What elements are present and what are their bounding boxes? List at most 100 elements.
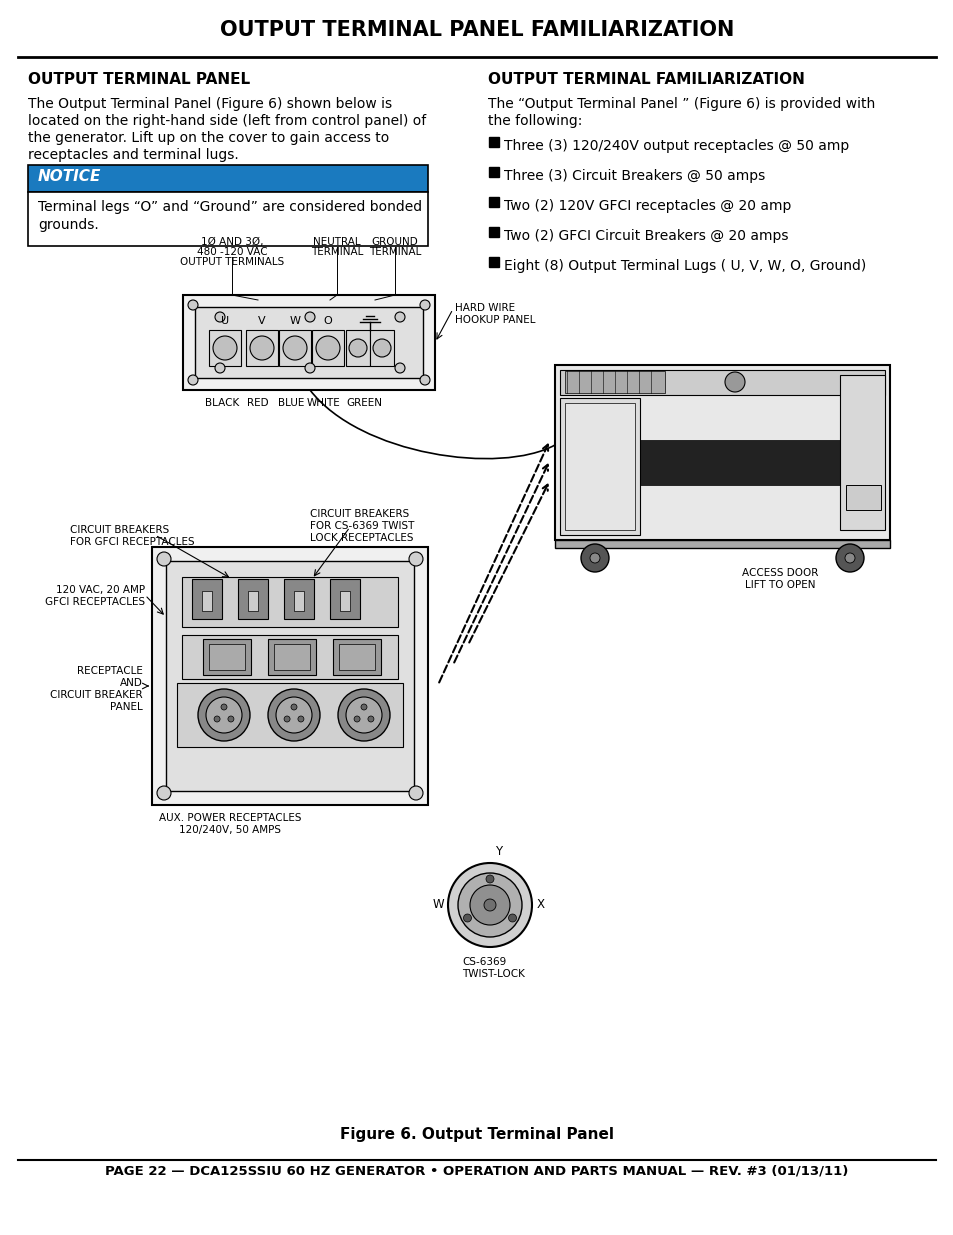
- Circle shape: [463, 914, 471, 923]
- Bar: [333, 638, 380, 676]
- Text: GROUND: GROUND: [372, 237, 418, 247]
- Text: The Output Terminal Panel (Figure 6) shown below is: The Output Terminal Panel (Figure 6) sho…: [28, 98, 392, 111]
- Circle shape: [213, 336, 236, 359]
- Bar: [555, 366, 889, 540]
- Text: NOTICE: NOTICE: [38, 169, 101, 184]
- Text: O: O: [323, 316, 332, 326]
- Circle shape: [395, 363, 405, 373]
- Text: CS-6369: CS-6369: [461, 957, 506, 967]
- Circle shape: [724, 372, 744, 391]
- Text: OUTPUT TERMINAL PANEL FAMILIARIZATION: OUTPUT TERMINAL PANEL FAMILIARIZATION: [219, 20, 734, 40]
- Text: RECEPTACLE: RECEPTACLE: [77, 666, 143, 676]
- Bar: [182, 635, 397, 679]
- Text: HOOKUP PANEL: HOOKUP PANEL: [455, 315, 535, 325]
- Circle shape: [589, 553, 599, 563]
- Text: NEUTRAL: NEUTRAL: [313, 237, 360, 247]
- Circle shape: [275, 697, 312, 734]
- Bar: [284, 579, 314, 619]
- Bar: [346, 330, 370, 366]
- Text: 1Ø AND 3Ø,: 1Ø AND 3Ø,: [200, 237, 263, 247]
- Bar: [559, 440, 884, 485]
- Circle shape: [214, 312, 225, 322]
- Bar: [338, 643, 375, 671]
- Text: LOCK RECEPTACLES: LOCK RECEPTACLES: [310, 534, 413, 543]
- Circle shape: [291, 704, 296, 710]
- Circle shape: [214, 363, 225, 373]
- Circle shape: [470, 885, 510, 925]
- Text: 480 -120 VAC: 480 -120 VAC: [196, 247, 267, 257]
- Bar: [339, 592, 350, 611]
- Circle shape: [373, 338, 391, 357]
- Bar: [330, 579, 359, 619]
- Circle shape: [485, 876, 494, 883]
- Circle shape: [213, 716, 220, 722]
- Text: ACCESS DOOR: ACCESS DOOR: [741, 568, 818, 578]
- Bar: [268, 638, 315, 676]
- Bar: [192, 579, 222, 619]
- Text: W: W: [289, 316, 300, 326]
- Text: FOR CS-6369 TWIST: FOR CS-6369 TWIST: [310, 521, 414, 531]
- Bar: [203, 638, 251, 676]
- Bar: [202, 592, 212, 611]
- Circle shape: [228, 716, 233, 722]
- Bar: [248, 592, 257, 611]
- Bar: [555, 540, 889, 548]
- Bar: [209, 330, 241, 366]
- Circle shape: [250, 336, 274, 359]
- Bar: [246, 330, 277, 366]
- Text: Eight (8) Output Terminal Lugs ( U, V, W, O, Ground): Eight (8) Output Terminal Lugs ( U, V, W…: [503, 259, 865, 273]
- Text: Two (2) 120V GFCI receptacles @ 20 amp: Two (2) 120V GFCI receptacles @ 20 amp: [503, 199, 791, 212]
- Circle shape: [835, 543, 863, 572]
- Text: BLACK: BLACK: [205, 398, 239, 408]
- Text: Figure 6. Output Terminal Panel: Figure 6. Output Terminal Panel: [339, 1128, 614, 1142]
- Text: FOR GFCI RECEPTACLES: FOR GFCI RECEPTACLES: [70, 537, 194, 547]
- Bar: [182, 577, 397, 627]
- Text: OUTPUT TERMINAL FAMILIARIZATION: OUTPUT TERMINAL FAMILIARIZATION: [488, 72, 804, 86]
- Bar: [177, 683, 402, 747]
- Text: LIFT TO OPEN: LIFT TO OPEN: [744, 580, 815, 590]
- Bar: [845, 485, 880, 510]
- Circle shape: [284, 716, 290, 722]
- Text: the following:: the following:: [488, 114, 581, 128]
- Bar: [559, 370, 884, 395]
- Bar: [840, 375, 884, 530]
- Circle shape: [268, 689, 319, 741]
- Text: TERMINAL: TERMINAL: [369, 247, 420, 257]
- Text: AND: AND: [120, 678, 143, 688]
- Bar: [278, 330, 311, 366]
- Bar: [194, 308, 422, 378]
- Text: BLUE: BLUE: [277, 398, 304, 408]
- Bar: [294, 592, 304, 611]
- Text: The “Output Terminal Panel ” (Figure 6) is provided with: The “Output Terminal Panel ” (Figure 6) …: [488, 98, 874, 111]
- Text: RED: RED: [247, 398, 269, 408]
- Text: located on the right-hand side (left from control panel) of: located on the right-hand side (left fro…: [28, 114, 426, 128]
- Circle shape: [354, 716, 359, 722]
- Circle shape: [157, 785, 171, 800]
- Text: TWIST-LOCK: TWIST-LOCK: [461, 969, 524, 979]
- Bar: [564, 403, 635, 530]
- Text: Terminal legs “O” and “Ground” are considered bonded: Terminal legs “O” and “Ground” are consi…: [38, 200, 421, 214]
- Text: CIRCUIT BREAKERS: CIRCUIT BREAKERS: [70, 525, 169, 535]
- Bar: [489, 257, 498, 267]
- Circle shape: [419, 375, 430, 385]
- Circle shape: [448, 863, 532, 947]
- Circle shape: [346, 697, 381, 734]
- Text: PAGE 22 — DCA125SSIU 60 HZ GENERATOR • OPERATION AND PARTS MANUAL — REV. #3 (01/: PAGE 22 — DCA125SSIU 60 HZ GENERATOR • O…: [105, 1165, 848, 1177]
- Text: CIRCUIT BREAKERS: CIRCUIT BREAKERS: [310, 509, 409, 519]
- Circle shape: [580, 543, 608, 572]
- Text: 120/240V, 50 AMPS: 120/240V, 50 AMPS: [179, 825, 281, 835]
- Bar: [28, 165, 428, 191]
- Circle shape: [368, 716, 374, 722]
- Bar: [489, 167, 498, 177]
- Circle shape: [508, 914, 516, 923]
- Circle shape: [419, 300, 430, 310]
- Bar: [209, 643, 245, 671]
- Bar: [559, 398, 639, 535]
- Text: CIRCUIT BREAKER: CIRCUIT BREAKER: [51, 690, 143, 700]
- Text: the generator. Lift up on the cover to gain access to: the generator. Lift up on the cover to g…: [28, 131, 389, 144]
- Text: W: W: [433, 899, 444, 911]
- Circle shape: [206, 697, 242, 734]
- Circle shape: [297, 716, 304, 722]
- Circle shape: [305, 312, 314, 322]
- Bar: [274, 643, 310, 671]
